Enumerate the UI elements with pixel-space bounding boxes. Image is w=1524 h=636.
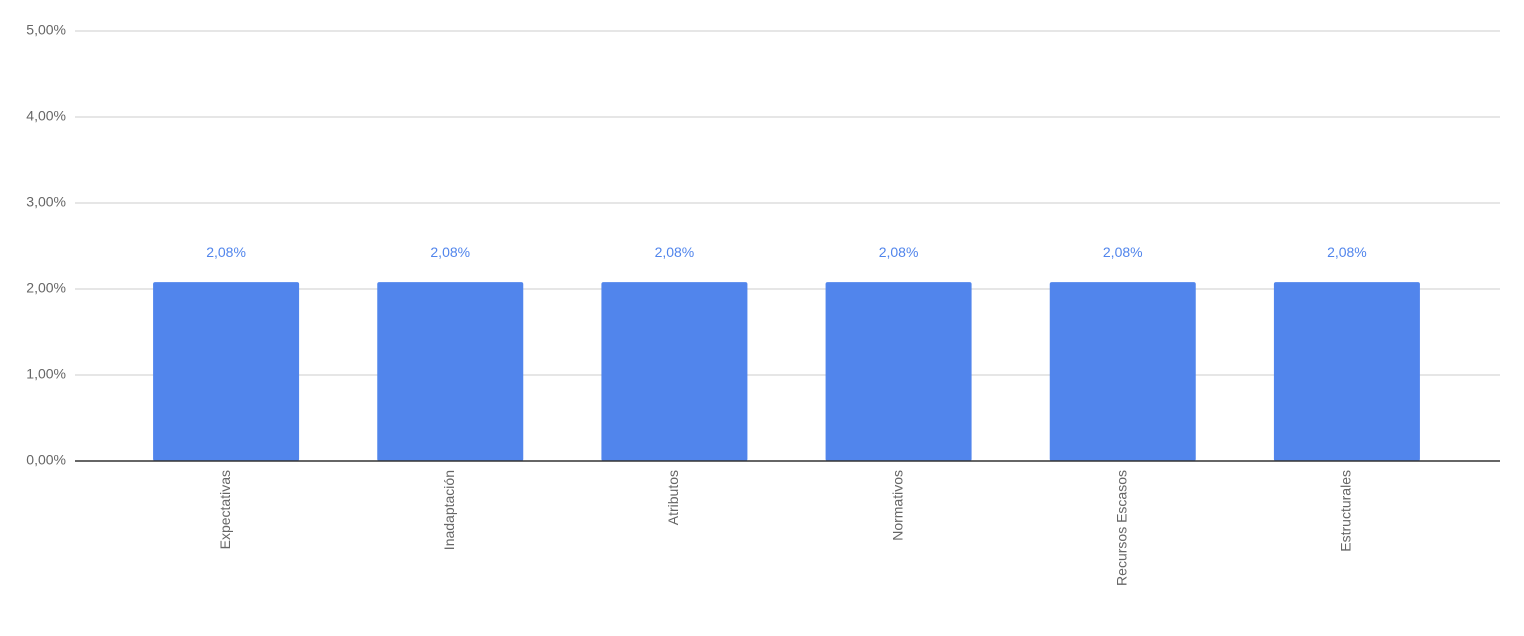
x-tick-label: Recursos Escasos xyxy=(1113,470,1129,586)
value-label: 2,08% xyxy=(1327,244,1367,260)
value-label: 2,08% xyxy=(430,244,470,260)
y-tick-label: 0,00% xyxy=(26,452,66,468)
bar xyxy=(1049,282,1196,461)
x-tick-label: Inadaptación xyxy=(441,470,457,550)
value-label: 2,08% xyxy=(655,244,695,260)
y-tick-label: 4,00% xyxy=(26,108,66,124)
bar xyxy=(377,282,524,461)
x-tick-label: Estructurales xyxy=(1338,470,1354,552)
y-tick-label: 5,00% xyxy=(26,22,66,38)
y-tick-label: 2,00% xyxy=(26,280,66,296)
y-tick-label: 3,00% xyxy=(26,194,66,210)
value-label: 2,08% xyxy=(879,244,919,260)
bar xyxy=(1273,282,1420,461)
bar xyxy=(825,282,972,461)
y-tick-label: 1,00% xyxy=(26,366,66,382)
bar xyxy=(601,282,748,461)
x-tick-label: Expectativas xyxy=(217,470,233,549)
x-tick-label: Atributos xyxy=(665,470,681,525)
value-label: 2,08% xyxy=(1103,244,1143,260)
x-tick-label: Normativos xyxy=(889,470,905,541)
value-label: 2,08% xyxy=(206,244,246,260)
bar xyxy=(153,282,300,461)
